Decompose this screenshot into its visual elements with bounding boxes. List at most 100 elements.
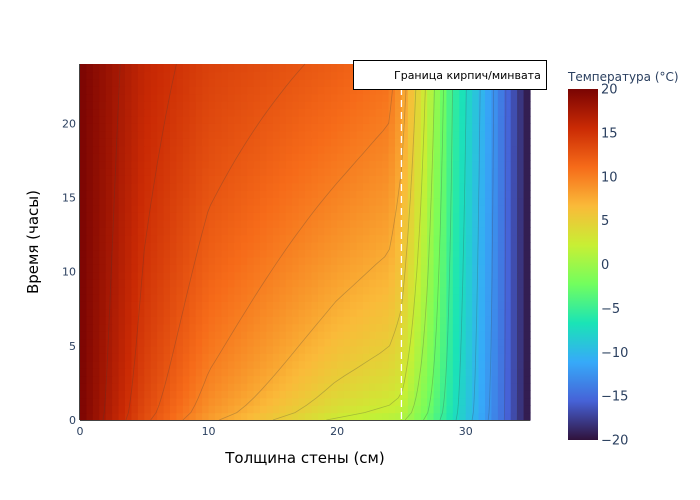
heatmap-cell [234, 190, 242, 199]
heatmap-cell [375, 123, 383, 132]
heatmap-cell [202, 160, 210, 169]
heatmap-cell [523, 93, 531, 102]
heatmap-cell [227, 138, 235, 147]
y-axis-title: Время (часы) [24, 190, 42, 294]
heatmap-cell [260, 286, 268, 295]
heatmap-cell [485, 197, 493, 206]
heatmap-cell [195, 190, 203, 199]
heatmap-cell [125, 160, 133, 169]
heatmap-cell [510, 182, 518, 191]
heatmap-cell [150, 271, 158, 280]
heatmap-cell [478, 271, 486, 280]
heatmap-cell [266, 397, 274, 406]
heatmap-cell [208, 331, 216, 340]
heatmap-cell [182, 101, 190, 110]
heatmap-cell [131, 301, 139, 310]
heatmap-cell [446, 345, 454, 354]
heatmap-cell [523, 86, 531, 95]
heatmap-cell [427, 382, 435, 391]
heatmap-cell [253, 264, 261, 273]
heatmap-cell [195, 71, 203, 80]
heatmap-cell [99, 323, 107, 332]
heatmap-cell [317, 412, 325, 421]
heatmap-cell [497, 145, 505, 154]
heatmap-cell [350, 160, 358, 169]
heatmap-cell [478, 115, 486, 124]
heatmap-cell [452, 86, 460, 95]
heatmap-cell [465, 331, 473, 340]
heatmap-cell [221, 190, 229, 199]
heatmap-cell [330, 249, 338, 258]
heatmap-cell [150, 78, 158, 87]
heatmap-cell [324, 71, 332, 80]
heatmap-cell [523, 264, 531, 273]
heatmap-cell [131, 182, 139, 191]
heatmap-cell [504, 271, 512, 280]
heatmap-cell [485, 412, 493, 421]
heatmap-cell [465, 175, 473, 184]
heatmap-cell [163, 234, 171, 243]
heatmap-cell [497, 123, 505, 132]
heatmap-cell [362, 153, 370, 162]
heatmap-cell [382, 323, 390, 332]
heatmap-cell [523, 316, 531, 325]
heatmap-cell [497, 160, 505, 169]
heatmap-cell [305, 316, 313, 325]
heatmap-cell [504, 153, 512, 162]
heatmap-cell [144, 182, 152, 191]
heatmap-cell [427, 182, 435, 191]
heatmap-cell [523, 331, 531, 340]
heatmap-cell [311, 234, 319, 243]
heatmap-cell [234, 382, 242, 391]
heatmap-cell [472, 286, 480, 295]
heatmap-cell [99, 78, 107, 87]
heatmap-cell [330, 182, 338, 191]
heatmap-cell [446, 331, 454, 340]
heatmap-cell [202, 264, 210, 273]
heatmap-cell [92, 93, 100, 102]
heatmap-cell [407, 234, 415, 243]
heatmap-cell [388, 219, 396, 228]
heatmap-cell [517, 219, 525, 228]
heatmap-cell [260, 145, 268, 154]
heatmap-cell [195, 167, 203, 176]
heatmap-cell [485, 204, 493, 213]
heatmap-cell [240, 108, 248, 117]
heatmap-cell [221, 108, 229, 117]
heatmap-cell [395, 345, 403, 354]
heatmap-cell [234, 145, 242, 154]
heatmap-cell [272, 360, 280, 369]
heatmap-cell [170, 78, 178, 87]
heatmap-cell [517, 390, 525, 399]
heatmap-cell [452, 271, 460, 280]
heatmap-cell [144, 286, 152, 295]
heatmap-cell [227, 331, 235, 340]
heatmap-cell [279, 115, 287, 124]
heatmap-cell [221, 316, 229, 325]
heatmap-cell [356, 86, 364, 95]
heatmap-cell [170, 190, 178, 199]
heatmap-cell [150, 405, 158, 414]
heatmap-cell [208, 405, 216, 414]
heatmap-cell [401, 190, 409, 199]
heatmap-cell [234, 138, 242, 147]
heatmap-cell [407, 227, 415, 236]
heatmap-cell [382, 242, 390, 251]
heatmap-cell [362, 345, 370, 354]
heatmap-cell [420, 345, 428, 354]
heatmap-cell [337, 382, 345, 391]
heatmap-cell [253, 86, 261, 95]
heatmap-cell [240, 182, 248, 191]
heatmap-cell [330, 197, 338, 206]
heatmap-cell [189, 316, 197, 325]
heatmap-cell [298, 182, 306, 191]
heatmap-cell [317, 175, 325, 184]
heatmap-cell [215, 101, 223, 110]
heatmap-cell [433, 234, 441, 243]
heatmap-cell [427, 123, 435, 132]
heatmap-cell [150, 153, 158, 162]
heatmap-cell [388, 271, 396, 280]
heatmap-cell [427, 353, 435, 362]
heatmap-cell [395, 397, 403, 406]
heatmap-cell [118, 153, 126, 162]
